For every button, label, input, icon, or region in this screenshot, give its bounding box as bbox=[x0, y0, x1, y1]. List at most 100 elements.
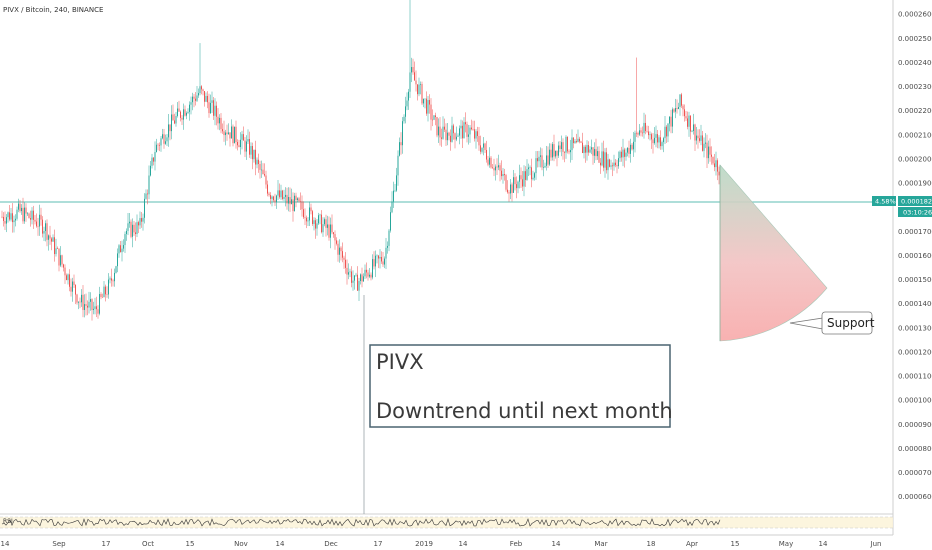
time-tick-label: Dec bbox=[324, 540, 338, 548]
note-box[interactable] bbox=[369, 344, 671, 428]
candle-body bbox=[489, 157, 490, 165]
candle-body bbox=[555, 150, 556, 157]
candle-body bbox=[193, 96, 195, 99]
candle-body bbox=[57, 248, 58, 249]
candle-body bbox=[253, 149, 255, 160]
candle-body bbox=[535, 158, 537, 174]
candle-body bbox=[351, 271, 352, 283]
candle-body bbox=[123, 245, 124, 249]
candle-body bbox=[477, 131, 478, 137]
candle-body bbox=[694, 124, 696, 141]
candle-body bbox=[420, 84, 421, 85]
fib-speed-fan[interactable] bbox=[719, 164, 828, 342]
time-tick-label: May bbox=[779, 540, 793, 548]
candle-body bbox=[697, 135, 699, 139]
candle-body bbox=[22, 207, 24, 222]
candle-body bbox=[241, 134, 243, 140]
candle-body bbox=[213, 100, 214, 116]
candle-body bbox=[153, 157, 154, 162]
candle-body bbox=[492, 167, 493, 169]
candle-body bbox=[46, 223, 48, 240]
candle-body bbox=[574, 141, 576, 144]
candle-body bbox=[696, 135, 697, 141]
candle-body bbox=[186, 112, 187, 116]
candle-body bbox=[616, 165, 618, 167]
rsi-line bbox=[1, 517, 721, 527]
candle-body bbox=[381, 256, 382, 262]
candle-body bbox=[217, 116, 219, 124]
candle-body bbox=[432, 119, 433, 121]
candle-body bbox=[340, 247, 342, 252]
candle-body bbox=[505, 175, 507, 190]
candle-body bbox=[402, 121, 403, 146]
candle-body bbox=[156, 144, 157, 152]
candle-body bbox=[196, 95, 198, 101]
candle-body bbox=[528, 167, 529, 170]
candle-body bbox=[679, 94, 681, 107]
candle-body bbox=[688, 115, 690, 127]
candle-body bbox=[387, 245, 388, 248]
candle-body bbox=[264, 174, 265, 176]
candle-body bbox=[388, 230, 390, 246]
candle-body bbox=[336, 240, 337, 244]
candle-body bbox=[438, 126, 439, 136]
candle-body bbox=[99, 294, 100, 314]
candle-body bbox=[111, 278, 112, 281]
candle-body bbox=[375, 255, 376, 267]
candle-body bbox=[643, 122, 645, 134]
candle-body bbox=[109, 278, 111, 280]
candle-body bbox=[54, 237, 55, 255]
candle-body bbox=[669, 116, 670, 124]
time-tick-label: Jun bbox=[870, 540, 882, 548]
candle-body bbox=[519, 175, 520, 182]
candle-body bbox=[699, 138, 700, 141]
candle-body bbox=[684, 109, 685, 117]
candle-body bbox=[700, 135, 702, 141]
candle-body bbox=[607, 159, 609, 171]
candle-body bbox=[267, 184, 268, 194]
candle-body bbox=[76, 294, 78, 303]
candle-body bbox=[60, 255, 61, 266]
candle-body bbox=[678, 106, 679, 110]
candle-body bbox=[13, 220, 15, 223]
candle-body bbox=[490, 157, 492, 168]
candle-body bbox=[205, 95, 207, 102]
candle-body bbox=[718, 171, 720, 176]
candle-body bbox=[318, 215, 319, 224]
candle-body bbox=[456, 136, 457, 140]
candle-body bbox=[469, 127, 471, 135]
candle-body bbox=[189, 104, 190, 112]
support-callout-label: Support bbox=[827, 316, 875, 330]
candle-body bbox=[28, 213, 30, 219]
candle-body bbox=[145, 193, 147, 199]
candle-body bbox=[448, 132, 450, 136]
candle-body bbox=[493, 168, 495, 171]
candle-body bbox=[3, 216, 4, 222]
candle-body bbox=[579, 138, 580, 142]
candle-body bbox=[594, 149, 595, 156]
candle-body bbox=[451, 125, 453, 142]
candle-body bbox=[361, 274, 363, 282]
candle-body bbox=[19, 203, 21, 212]
candle-body bbox=[670, 116, 672, 127]
candle-body bbox=[51, 238, 52, 242]
candle-body bbox=[682, 105, 684, 110]
candle-body bbox=[400, 142, 402, 146]
candle-body bbox=[640, 130, 642, 133]
candle-body bbox=[618, 158, 619, 167]
support-callout[interactable] bbox=[821, 311, 873, 335]
candle-body bbox=[321, 214, 322, 233]
candle-body bbox=[411, 67, 412, 73]
candle-body bbox=[165, 141, 166, 144]
candle-body bbox=[211, 100, 213, 103]
candle-body bbox=[352, 280, 354, 283]
candle-body bbox=[9, 212, 10, 220]
candle-body bbox=[126, 230, 127, 235]
candle-body bbox=[163, 134, 165, 144]
candle-body bbox=[330, 224, 331, 238]
candle-body bbox=[606, 152, 607, 171]
candle-body bbox=[441, 137, 442, 139]
